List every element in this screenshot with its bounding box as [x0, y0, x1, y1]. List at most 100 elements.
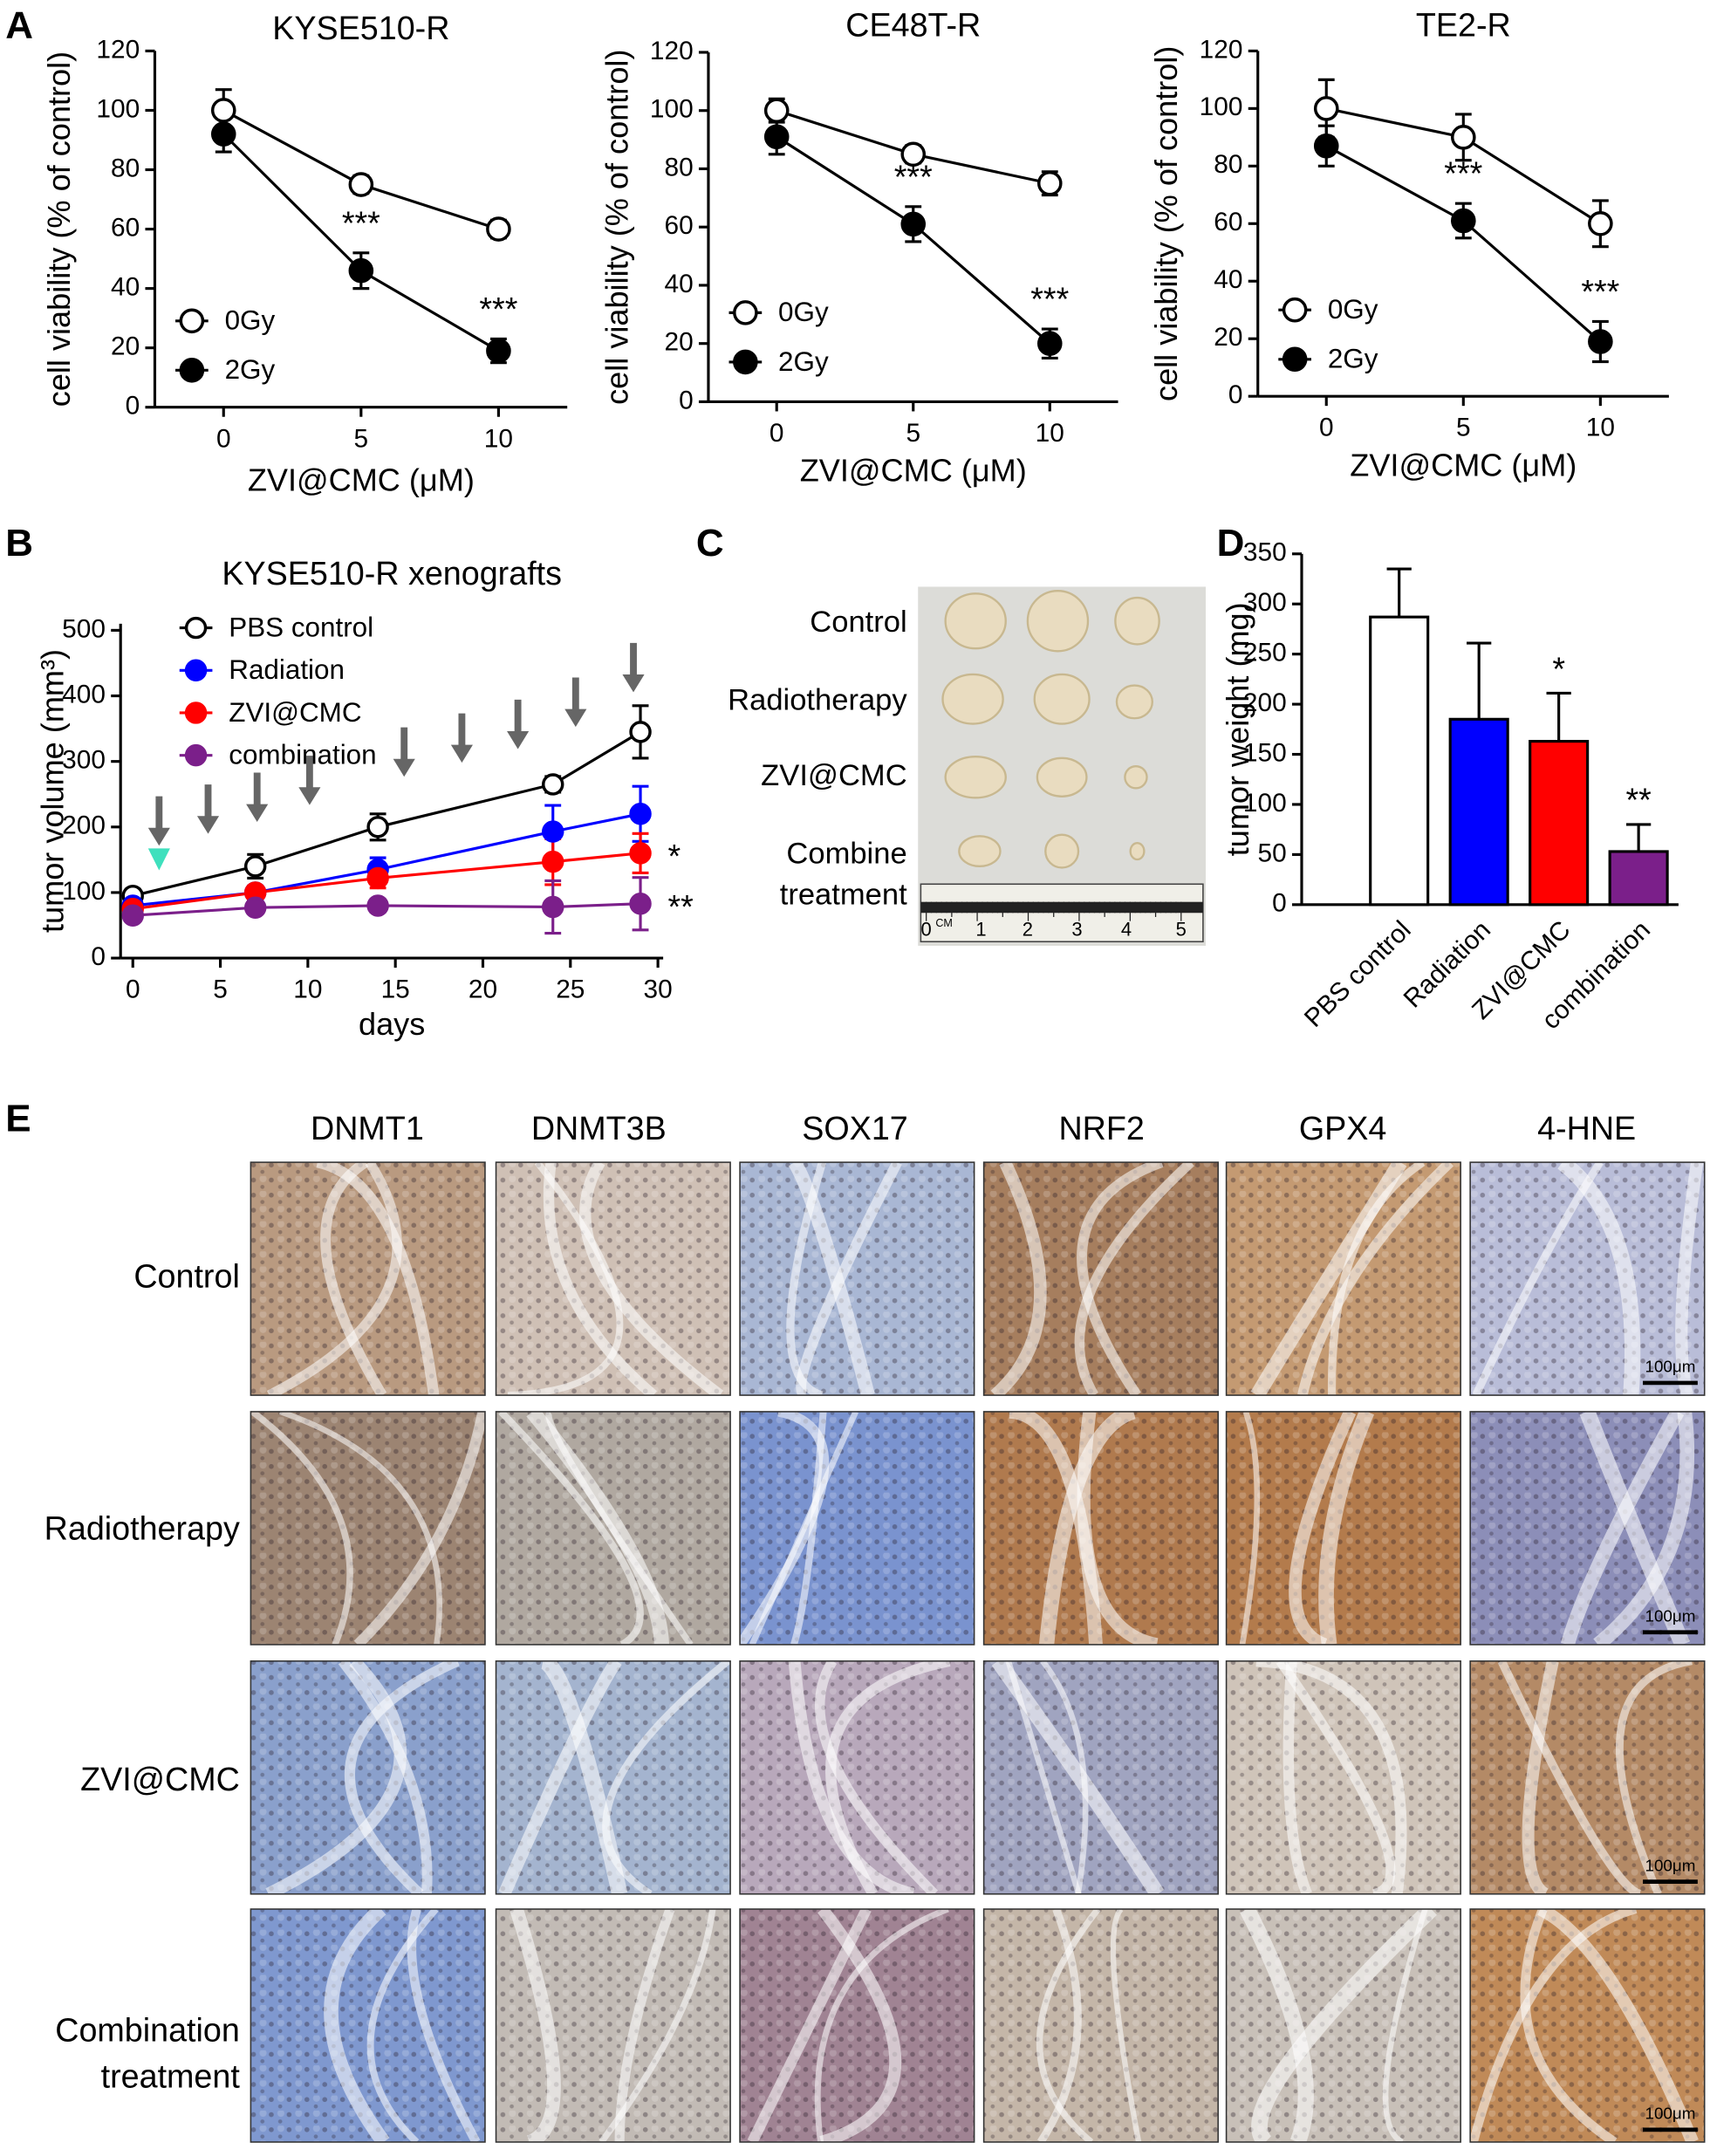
- y-tick-label: 60: [111, 213, 140, 242]
- stroma: [1250, 1158, 1407, 1400]
- ihc-frame: [1225, 1660, 1461, 1895]
- scale-bar-label: 100μm: [1645, 1856, 1695, 1874]
- stroma: [250, 1408, 353, 1646]
- stroma: [324, 1903, 390, 2146]
- data-point: [1036, 331, 1063, 356]
- legend-marker: [184, 616, 208, 640]
- legend-label: 2Gy: [778, 346, 829, 377]
- chart-title: KYSE510-R: [272, 10, 449, 46]
- stroma: [1239, 1410, 1261, 1646]
- ruler-band: [920, 901, 1203, 914]
- row-label: ZVI@CMC: [761, 759, 907, 792]
- stroma: [598, 1908, 716, 2145]
- ihc-texture: [983, 1909, 1219, 2143]
- ihc-texture: [1470, 1660, 1705, 1894]
- y-tick-label: 0: [126, 392, 140, 421]
- column-label: DNMT1: [311, 1110, 424, 1146]
- significance: ***: [1444, 155, 1482, 192]
- chart-title: TE2-R: [1416, 7, 1511, 44]
- stroma: [539, 1653, 628, 1896]
- data-point: [1588, 210, 1613, 236]
- ihc-frame: [1469, 1411, 1706, 1646]
- tumor: [958, 835, 1002, 868]
- ruler-label: CM: [935, 917, 953, 929]
- ihc-frame: [495, 1161, 731, 1396]
- ihc-frame: [495, 1411, 731, 1646]
- column-label: GPX4: [1299, 1110, 1387, 1146]
- ruler-label: 0: [921, 918, 932, 940]
- data-point: [210, 98, 236, 123]
- y-tick-label: 300: [1243, 588, 1287, 617]
- significance: *: [667, 838, 681, 874]
- stroma: [498, 1657, 622, 1897]
- tumor: [1033, 673, 1091, 725]
- data-point: [542, 895, 564, 919]
- data-point: [348, 172, 374, 197]
- ihc-frame: [739, 1908, 975, 2143]
- column-label: DNMT3B: [531, 1110, 667, 1146]
- ruler-label: 3: [1071, 918, 1082, 940]
- x-tick-label: PBS control: [1299, 915, 1417, 1033]
- ihc-frame: [1469, 1908, 1706, 2143]
- stroma: [825, 1655, 951, 1897]
- ihc-frame: [250, 1660, 486, 1895]
- y-tick-label: 100: [1243, 789, 1287, 818]
- data-point: [1313, 133, 1339, 159]
- stroma: [1255, 1655, 1407, 1895]
- stroma: [265, 1656, 407, 1900]
- error-bar: [1386, 567, 1412, 618]
- ruler-label: 1: [975, 918, 986, 940]
- legend-label: 0Gy: [1328, 294, 1378, 325]
- dose-arrow: [246, 772, 269, 822]
- column-label: NRF2: [1058, 1110, 1144, 1146]
- tumor: [1044, 833, 1080, 869]
- ihc-frame: [250, 1411, 486, 1646]
- row-label: Radiotherapy: [44, 1510, 240, 1547]
- stroma: [1040, 1659, 1089, 1895]
- stroma: [1038, 1404, 1137, 1646]
- stroma: [786, 1160, 826, 1400]
- bar: [1369, 615, 1430, 907]
- column-label: SOX17: [802, 1110, 908, 1146]
- panel-letter: C: [696, 522, 724, 565]
- legend-label: PBS control: [229, 612, 373, 642]
- data-point: [542, 820, 564, 843]
- x-tick-label: 10: [1036, 419, 1064, 448]
- data-point: [1036, 170, 1063, 196]
- y-tick-label: 200: [62, 811, 106, 840]
- legend-marker: [184, 659, 208, 681]
- ruler-label: 5: [1176, 918, 1187, 940]
- dose-arrow: [147, 796, 170, 846]
- tumor: [1036, 756, 1088, 797]
- x-axis-label: days: [359, 1006, 425, 1042]
- ihc-frame: [495, 1908, 731, 2143]
- legend-marker: [1282, 297, 1308, 323]
- panel-letter: D: [1217, 522, 1245, 565]
- ihc-frame: [250, 1161, 486, 1396]
- x-tick-label: 10: [484, 424, 513, 453]
- stroma: [796, 1160, 902, 1400]
- stroma: [1675, 1161, 1704, 1397]
- ihc-texture: [740, 1411, 975, 1645]
- stroma: [545, 1408, 694, 1646]
- y-tick-label: 80: [1214, 150, 1242, 179]
- data-point: [629, 721, 652, 743]
- significance: ***: [894, 158, 933, 195]
- dose-arrow: [564, 677, 587, 728]
- panel-letter: A: [5, 3, 33, 46]
- x-axis-label: ZVI@CMC (μM): [248, 462, 475, 498]
- significance: ***: [1030, 281, 1069, 318]
- data-point: [366, 894, 389, 917]
- y-tick-label: 100: [1200, 92, 1243, 121]
- y-tick-label: 120: [1200, 35, 1243, 64]
- stroma: [1497, 1659, 1642, 1899]
- ihc-frame: [739, 1411, 975, 1646]
- scale-bar-label: 100μm: [1645, 1358, 1695, 1376]
- ihc-frame: [250, 1908, 486, 2143]
- y-tick-label: 250: [1243, 639, 1287, 667]
- legend-marker: [733, 300, 758, 325]
- stroma: [1005, 1660, 1082, 1895]
- x-tick-label: 20: [469, 975, 497, 1004]
- ihc-frame: [739, 1161, 975, 1396]
- legend-marker: [184, 702, 208, 724]
